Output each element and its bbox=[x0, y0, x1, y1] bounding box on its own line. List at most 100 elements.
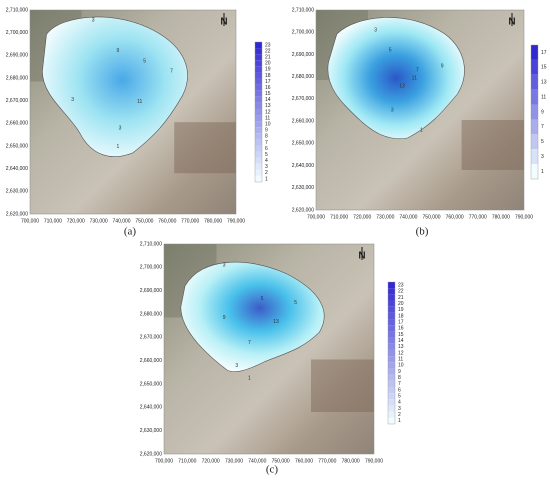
colorbar-label: 15 bbox=[265, 91, 271, 97]
colorbar-band bbox=[388, 362, 395, 369]
colorbar-band bbox=[388, 288, 395, 295]
colorbar-label: 2 bbox=[398, 412, 401, 418]
y-tick-label: 2,700,000 bbox=[140, 265, 162, 271]
y-tick-label: 2,680,000 bbox=[292, 74, 314, 80]
colorbar-band bbox=[255, 169, 262, 176]
colorbar-band bbox=[388, 349, 395, 357]
panel-label: (c) bbox=[266, 464, 279, 476]
x-tick-label: 710,000 bbox=[178, 458, 196, 464]
colorbar-label: 2 bbox=[265, 170, 268, 176]
colorbar-band bbox=[255, 66, 262, 73]
colorbar-label: 3 bbox=[265, 164, 268, 170]
colorbar-band bbox=[388, 337, 395, 344]
x-tick-label: 760,000 bbox=[158, 218, 176, 224]
colorbar-label: 18 bbox=[398, 313, 404, 319]
dark-terrain bbox=[311, 359, 374, 412]
y-tick-label: 2,650,000 bbox=[6, 143, 28, 149]
colorbar-label: 9 bbox=[265, 128, 268, 134]
colorbar-label: 23 bbox=[398, 282, 404, 288]
x-tick-label: 780,000 bbox=[492, 214, 510, 220]
colorbar-band bbox=[255, 102, 262, 109]
contour-label: 13 bbox=[399, 83, 405, 89]
x-tick-label: 700,000 bbox=[307, 214, 325, 220]
colorbar-label: 17 bbox=[541, 50, 547, 56]
contour-label: 1 bbox=[420, 127, 423, 133]
colorbar-label: 1 bbox=[541, 169, 544, 175]
colorbar-band bbox=[255, 42, 262, 49]
dark-terrain bbox=[461, 120, 524, 170]
x-tick-label: 710,000 bbox=[44, 218, 62, 224]
contour-label: 5 bbox=[261, 296, 264, 302]
colorbar-label: 9 bbox=[398, 369, 401, 375]
x-tick-label: 750,000 bbox=[135, 218, 153, 224]
x-tick-label: 750,000 bbox=[423, 214, 441, 220]
contour-label: 7 bbox=[170, 69, 173, 75]
contour-label: 1 bbox=[117, 144, 120, 150]
colorbar-label: 16 bbox=[398, 326, 404, 332]
colorbar-band bbox=[388, 282, 395, 289]
colorbar-label: 4 bbox=[398, 400, 401, 406]
y-tick-label: 2,620,000 bbox=[140, 451, 162, 457]
colorbar-label: 14 bbox=[398, 338, 404, 344]
map-frame bbox=[163, 243, 375, 455]
colorbar-band bbox=[255, 48, 262, 55]
colorbar-band bbox=[531, 119, 538, 135]
colorbar-label: 17 bbox=[265, 79, 271, 85]
x-tick-label: 740,000 bbox=[248, 458, 266, 464]
colorbar-label: 22 bbox=[265, 48, 271, 54]
y-tick-label: 2,680,000 bbox=[6, 75, 28, 81]
x-tick-label: 720,000 bbox=[202, 458, 220, 464]
colorbar-band bbox=[255, 139, 262, 146]
contour-label: 9 bbox=[117, 48, 120, 54]
colorbar-band bbox=[255, 108, 262, 116]
colorbar-label: 18 bbox=[265, 73, 271, 79]
y-tick-label: 2,640,000 bbox=[6, 166, 28, 172]
y-tick-label: 2,670,000 bbox=[140, 335, 162, 341]
colorbar-band bbox=[531, 89, 538, 105]
contour-label: 7 bbox=[248, 340, 251, 346]
y-tick-label: 2,620,000 bbox=[6, 211, 28, 217]
colorbar-label: 7 bbox=[265, 140, 268, 146]
contour-label: 3 bbox=[119, 126, 122, 132]
contour-label: 5 bbox=[143, 58, 146, 64]
colorbar-band bbox=[388, 368, 395, 375]
colorbar-band bbox=[255, 78, 262, 85]
colorbar-band bbox=[255, 96, 262, 103]
y-tick-label: 2,640,000 bbox=[140, 405, 162, 411]
colorbar-label: 5 bbox=[398, 394, 401, 400]
colorbar-label: 23 bbox=[265, 42, 271, 48]
x-tick-label: 720,000 bbox=[67, 218, 85, 224]
colorbar-band bbox=[255, 145, 262, 152]
x-tick-label: 770,000 bbox=[318, 458, 336, 464]
colorbar-band bbox=[388, 374, 395, 381]
y-tick-label: 2,710,000 bbox=[6, 7, 28, 13]
colorbar-label: 5 bbox=[265, 152, 268, 158]
colorbar-band bbox=[388, 343, 395, 350]
colorbar-label: 12 bbox=[265, 109, 271, 115]
contour-label: 7 bbox=[416, 67, 419, 73]
colorbar-label: 14 bbox=[265, 97, 271, 103]
y-tick-label: 2,670,000 bbox=[292, 96, 314, 102]
colorbar-band bbox=[531, 74, 538, 90]
colorbar-label: 4 bbox=[265, 158, 268, 164]
x-tick-label: 740,000 bbox=[113, 218, 131, 224]
contour-label: 9 bbox=[441, 63, 444, 69]
colorbar-label: 8 bbox=[398, 375, 401, 381]
y-tick-label: 2,630,000 bbox=[140, 428, 162, 434]
contour-label: 11 bbox=[412, 75, 417, 81]
y-tick-label: 2,710,000 bbox=[140, 241, 162, 247]
colorbar-band bbox=[531, 45, 538, 60]
x-tick-label: 710,000 bbox=[330, 214, 348, 220]
contour-map bbox=[327, 17, 465, 140]
contour-label: 3 bbox=[235, 363, 238, 369]
y-tick-label: 2,690,000 bbox=[292, 52, 314, 58]
colorbar-frame bbox=[530, 44, 539, 180]
colorbar-band bbox=[255, 84, 262, 91]
colorbar-band bbox=[531, 59, 538, 75]
x-tick-label: 770,000 bbox=[469, 214, 487, 220]
contour-area bbox=[180, 261, 325, 372]
colorbar-label: 11 bbox=[398, 357, 403, 363]
x-tick-label: 750,000 bbox=[272, 458, 290, 464]
